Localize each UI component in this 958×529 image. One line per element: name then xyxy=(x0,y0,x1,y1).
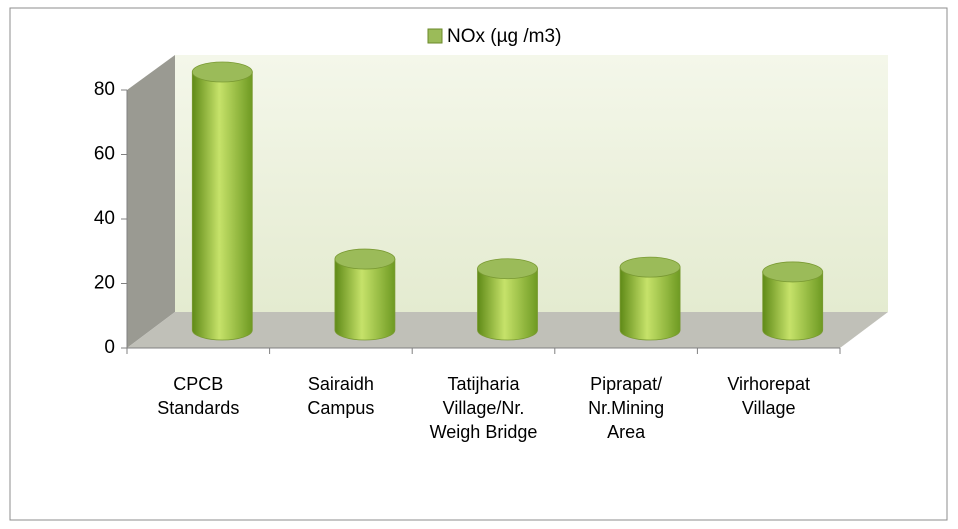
y-tick-label: 0 xyxy=(104,337,115,358)
bar-body xyxy=(334,258,396,341)
x-tick-label: CPCB Standards xyxy=(157,374,240,418)
bar xyxy=(477,258,538,341)
x-tick-label: Virhorepat Village xyxy=(727,374,811,418)
bar-body xyxy=(619,266,681,341)
bar-body xyxy=(477,268,538,341)
bar xyxy=(191,61,253,341)
back-wall xyxy=(175,55,888,312)
x-tick-label: Sairaidh Campus xyxy=(307,374,375,418)
legend-label: NOx (µg /m3) xyxy=(447,26,561,47)
bar-body xyxy=(762,271,824,341)
bar-top xyxy=(334,248,396,270)
bar-top xyxy=(762,261,824,283)
bar xyxy=(762,261,824,341)
x-tick-label: Piprapat/ Nr.Mining Area xyxy=(588,374,665,442)
bar-top xyxy=(477,258,538,280)
bar xyxy=(619,256,681,341)
side-wall xyxy=(127,55,175,348)
y-tick-label: 80 xyxy=(94,79,115,100)
bar-body xyxy=(191,71,253,341)
x-tick-label: Tatijharia Village/Nr. Weigh Bridge xyxy=(429,374,538,442)
y-tick-label: 20 xyxy=(94,273,115,294)
legend-swatch xyxy=(427,28,443,44)
bar xyxy=(334,248,396,341)
y-tick-label: 40 xyxy=(94,208,115,229)
bar-top xyxy=(619,256,681,278)
bar-top xyxy=(191,61,253,83)
y-tick-label: 60 xyxy=(94,144,115,165)
